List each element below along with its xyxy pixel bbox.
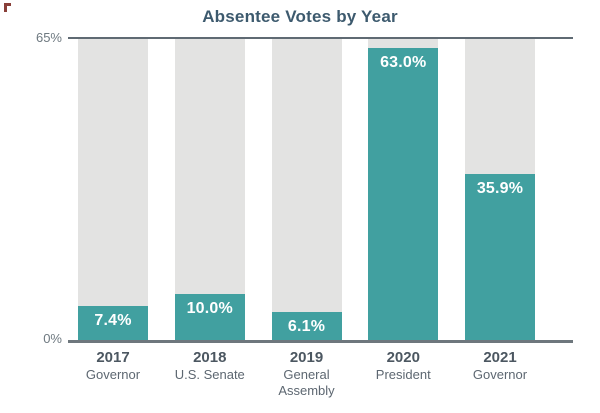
bar-track [174,39,245,340]
bar-fill: 35.9% [465,173,535,340]
bar-value-label: 7.4% [94,311,132,329]
bar-track [271,39,342,340]
plot-area: 7.4% 2017 Governor 10.0% 2018 U.S. Senate 6.1%… [68,37,573,398]
x-axis-office: U.S. Senate [174,367,245,382]
x-axis-office: Governor [472,367,528,382]
x-axis-year: 2021 [483,349,517,366]
bar-value-label: 63.0% [380,54,427,72]
x-axis-year: 2018 [193,349,227,366]
bar-fill: 10.0% [174,293,245,340]
bar-column-2020: 63.0% 2020 President [368,39,439,382]
bar-value-label: 35.9% [476,179,524,197]
bar-fill: 6.1% [271,311,342,340]
bar-track [78,39,148,340]
bar-column-2018: 10.0% 2018 U.S. Senate [174,39,245,382]
x-axis-office: General Assembly [278,367,335,398]
x-axis-label: 2020 President [355,349,451,383]
bar-fill: 7.4% [78,305,148,340]
x-axis-year: 2017 [96,349,130,366]
x-axis-label: 2018 U.S. Senate [162,349,258,383]
bar-fill: 63.0% [368,48,439,340]
x-axis-label: 2019 General Assembly [259,349,355,399]
x-axis-office: Governor [85,367,141,382]
bar-value-label: 6.1% [287,317,326,335]
y-axis-tick-65: 65% [35,30,62,45]
x-axis-label: 2017 Governor [65,349,161,383]
x-axis-office: President [375,367,431,382]
x-axis-year: 2020 [386,349,420,366]
bar-value-label: 10.0% [186,299,233,317]
x-axis-year: 2019 [289,349,324,366]
corner-artifact-mark [4,3,11,12]
chart-title: Absentee Votes by Year [202,7,398,26]
bar-column-2017: 7.4% 2017 Governor [78,39,148,382]
bar-column-2019: 6.1% 2019 General Assembly [271,39,342,398]
y-axis-tick-0: 0% [43,331,62,346]
x-axis-label: 2021 Governor [452,349,548,383]
bar-column-2021: 35.9% 2021 Governor [465,39,535,382]
